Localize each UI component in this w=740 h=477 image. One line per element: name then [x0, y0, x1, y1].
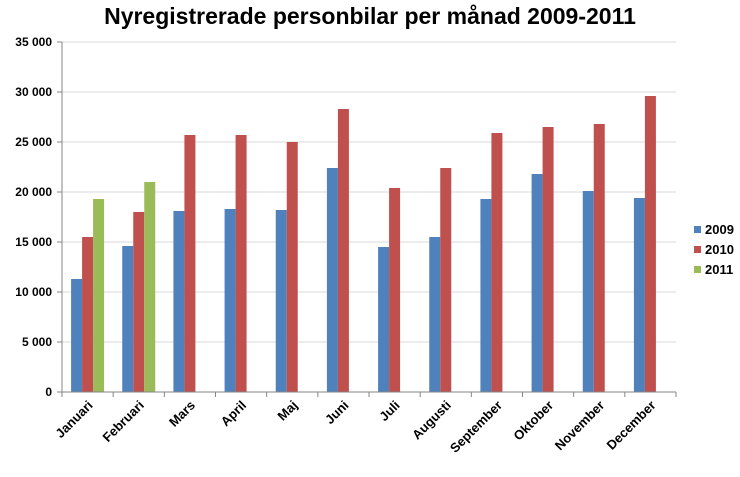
x-tick-label: Maj [274, 398, 300, 424]
legend-item-2009: 2009 [694, 222, 734, 237]
bar-2010-juni [337, 109, 349, 392]
bar-2009-december [633, 198, 645, 392]
legend-swatch [694, 246, 701, 253]
bar-2009-juni [326, 168, 338, 392]
x-tick-label: Oktober [510, 398, 556, 444]
bar-2009-maj [275, 210, 287, 392]
y-tick-label: 20 000 [15, 185, 52, 199]
x-tick-label: Februari [99, 398, 146, 445]
bar-2009-juli [378, 247, 390, 392]
chart-title: Nyregistrerade personbilar per månad 200… [104, 3, 636, 29]
bar-2010-april [235, 135, 247, 392]
x-axis-ticks: Januari Februari Mars April Maj Juni Juli Augus… [52, 398, 658, 456]
legend-label: 2010 [705, 242, 734, 257]
bars [71, 96, 656, 392]
bar-2009-augusti [429, 237, 441, 392]
y-tick-label: 30 000 [15, 85, 52, 99]
bar-2010-juli [389, 188, 401, 392]
bar-2009-april [224, 209, 236, 392]
legend-item-2010: 2010 [694, 242, 734, 257]
y-tick-label: 10 000 [15, 285, 52, 299]
bar-2010-november [593, 124, 605, 392]
x-tick-label: Augusti [409, 398, 454, 443]
x-tick-label: Januari [52, 398, 95, 441]
bar-2010-februari [133, 212, 145, 392]
bar-2009-november [582, 191, 594, 392]
bar-2010-augusti [440, 168, 452, 392]
bar-2010-maj [286, 142, 298, 392]
bar-2009-februari [122, 246, 134, 392]
x-axis [57, 41, 677, 397]
gridlines [62, 41, 676, 343]
legend-label: 2011 [705, 262, 733, 277]
bar-2010-september [491, 133, 503, 392]
bar-2010-december [644, 96, 656, 392]
legend-swatch [694, 226, 701, 233]
bar-2009-mars [173, 211, 185, 392]
y-tick-label: 35 000 [15, 35, 52, 49]
y-tick-label: 0 [45, 385, 52, 399]
y-tick-label: 5 000 [22, 335, 52, 349]
y-tick-label: 15 000 [15, 235, 52, 249]
bar-2011-januari [93, 199, 105, 392]
legend-label: 2009 [705, 222, 734, 237]
bar-2009-september [480, 199, 492, 392]
x-tick-label: Mars [166, 398, 198, 430]
bar-2010-oktober [542, 127, 554, 392]
x-tick-label: Juni [322, 398, 352, 428]
x-tick-label: Juli [376, 398, 402, 424]
legend-swatch [694, 266, 701, 273]
legend-item-2011: 2011 [694, 262, 733, 277]
legend: 2009 2010 2011 [694, 222, 734, 277]
x-tick-label: November [552, 398, 608, 454]
x-tick-label: April [218, 398, 250, 430]
x-tick-label: December [603, 398, 658, 453]
bar-2011-februari [144, 182, 156, 392]
bar-2010-januari [82, 237, 94, 392]
x-tick-label: September [447, 398, 505, 456]
bar-2009-januari [71, 279, 83, 392]
y-axis-ticks: 0 5 000 10 000 15 000 20 000 25 000 30 000 35 0… [15, 35, 52, 399]
bar-2009-oktober [531, 174, 543, 392]
bar-2010-mars [184, 135, 196, 392]
y-tick-label: 25 000 [15, 135, 52, 149]
